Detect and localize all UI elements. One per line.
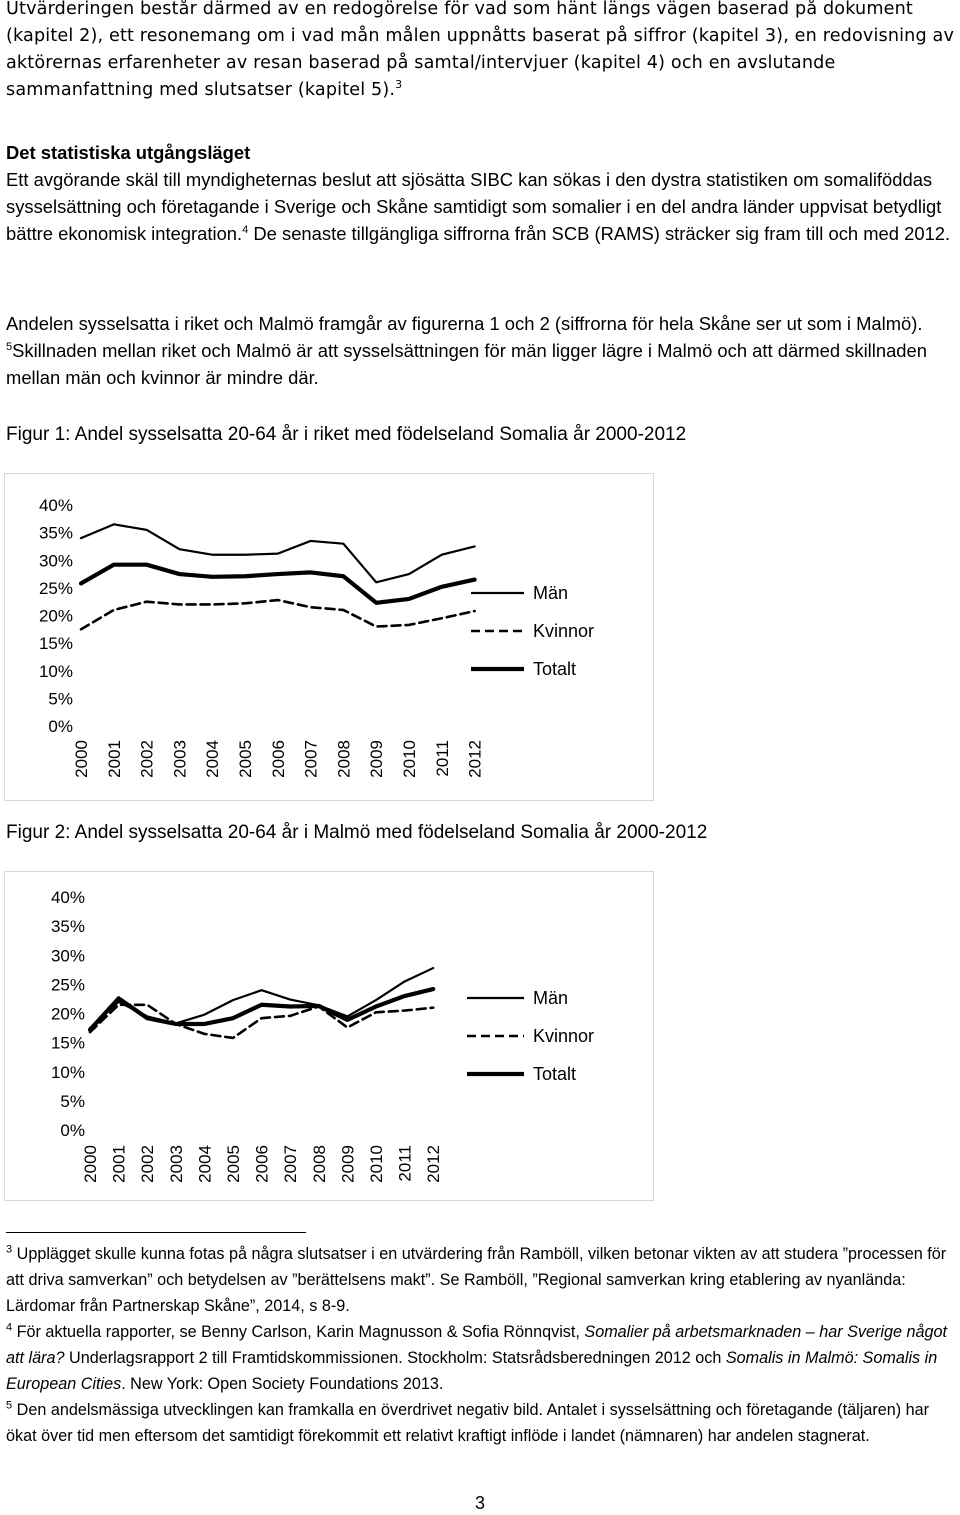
y-tick-label: 35% [51,917,85,936]
x-tick-label: 2004 [203,740,222,778]
footnote-separator [6,1232,306,1233]
footnote-number: 5 [6,1399,13,1412]
y-tick-label: 35% [39,524,73,543]
y-tick-label: 5% [48,689,73,708]
legend-label: Män [533,583,568,603]
paragraph-2: Andelen sysselsatta i riket och Malmö fr… [6,313,927,388]
series-line-thick-solid [78,562,477,605]
x-tick-label: 2003 [167,1145,186,1183]
x-tick-label: 2008 [310,1145,329,1183]
footnote-number: 3 [6,1243,13,1256]
y-tick-label: 40% [39,496,73,515]
y-tick-label: 25% [39,579,73,598]
x-tick-label: 2004 [195,1145,214,1183]
page-number: 3 [475,1493,486,1513]
footnote-ref-4: 4 [242,223,249,236]
figure-1-chart: 0% 5% 10% 15% 20% 25% 30% 35% 40% 2000 2001 2002 200… [4,473,654,801]
footnotes: 3 Upplägget skulle kunna fotas på några … [6,1241,954,1449]
y-tick-label: 0% [48,717,73,736]
x-tick-label: 2000 [72,740,91,778]
x-tick-label: 2007 [302,740,321,778]
x-tick-label: 2001 [105,740,124,778]
x-tick-label: 2012 [466,740,485,778]
x-tick-label: 2010 [400,740,419,778]
figure-2-chart: 0% 5% 10% 15% 20% 25% 30% 35% 40% 2000 2001 2002 200… [4,871,654,1201]
legend-label: Kvinnor [533,621,594,641]
y-tick-label: 0% [60,1121,85,1140]
y-tick-label: 5% [60,1092,85,1111]
paragraph-1: Ett avgörande skäl till myndigheternas b… [6,169,951,244]
x-tick-label: 2002 [138,1145,157,1183]
figure-2-caption: Figur 2: Andel sysselsatta 20-64 år i Ma… [6,822,708,843]
x-tick-label: 2003 [170,740,189,778]
x-tick-label: 2000 [81,1145,100,1183]
chart-svg: 0% 5% 10% 15% 20% 25% 30% 35% 40% 2000 2001 2002 200… [39,496,594,778]
y-tick-label: 40% [51,888,85,907]
legend-label: Män [533,988,568,1008]
y-tick-label: 15% [51,1034,85,1053]
y-tick-label: 15% [39,634,73,653]
y-tick-label: 30% [51,946,85,965]
intro-paragraph: Utvärderingen består därmed av en redogö… [6,0,955,100]
series-line-dashed [79,598,476,631]
y-tick-label: 25% [51,975,85,994]
legend-label: Totalt [533,659,576,679]
x-tick-label: 2008 [334,740,353,778]
chart-svg: 0% 5% 10% 15% 20% 25% 30% 35% 40% 2000 2001 2002 200… [51,888,594,1183]
footnote-number: 4 [6,1321,13,1334]
y-tick-label: 10% [39,662,73,681]
y-tick-label: 20% [51,1005,85,1024]
legend-label: Totalt [533,1064,576,1084]
footnote-ref-3: 3 [395,78,403,92]
x-tick-label: 2009 [367,740,386,778]
x-tick-label: 2009 [338,1145,357,1183]
y-tick-label: 10% [51,1063,85,1082]
y-tick-label: 20% [39,607,73,626]
x-tick-label: 2005 [236,740,255,778]
footnote-5: 5 Den andelsmässiga utvecklingen kan fra… [6,1399,930,1445]
footnote-4: 4 För aktuella rapporter, se Benny Carls… [6,1321,948,1393]
section-heading: Det statistiska utgångsläget [6,142,251,163]
x-tick-label: 2006 [269,740,288,778]
x-tick-label: 2011 [433,740,452,777]
x-tick-label: 2002 [138,740,157,778]
legend-label: Kvinnor [533,1026,594,1046]
x-tick-label: 2006 [253,1145,272,1183]
x-tick-label: 2001 [110,1145,129,1183]
series-line-thin-solid [79,523,476,584]
x-tick-label: 2012 [424,1145,443,1183]
figure-1-caption: Figur 1: Andel sysselsatta 20-64 år i ri… [6,424,687,445]
x-tick-label: 2011 [396,1145,415,1182]
series-line-thick-solid [87,986,436,1032]
x-tick-label: 2010 [367,1145,386,1183]
x-tick-label: 2007 [281,1145,300,1183]
footnote-ref-5: 5 [6,340,13,353]
series-line-dashed [88,1003,435,1040]
y-tick-label: 30% [39,551,73,570]
footnote-3: 3 Upplägget skulle kunna fotas på några … [6,1243,947,1315]
x-tick-label: 2005 [224,1145,243,1183]
